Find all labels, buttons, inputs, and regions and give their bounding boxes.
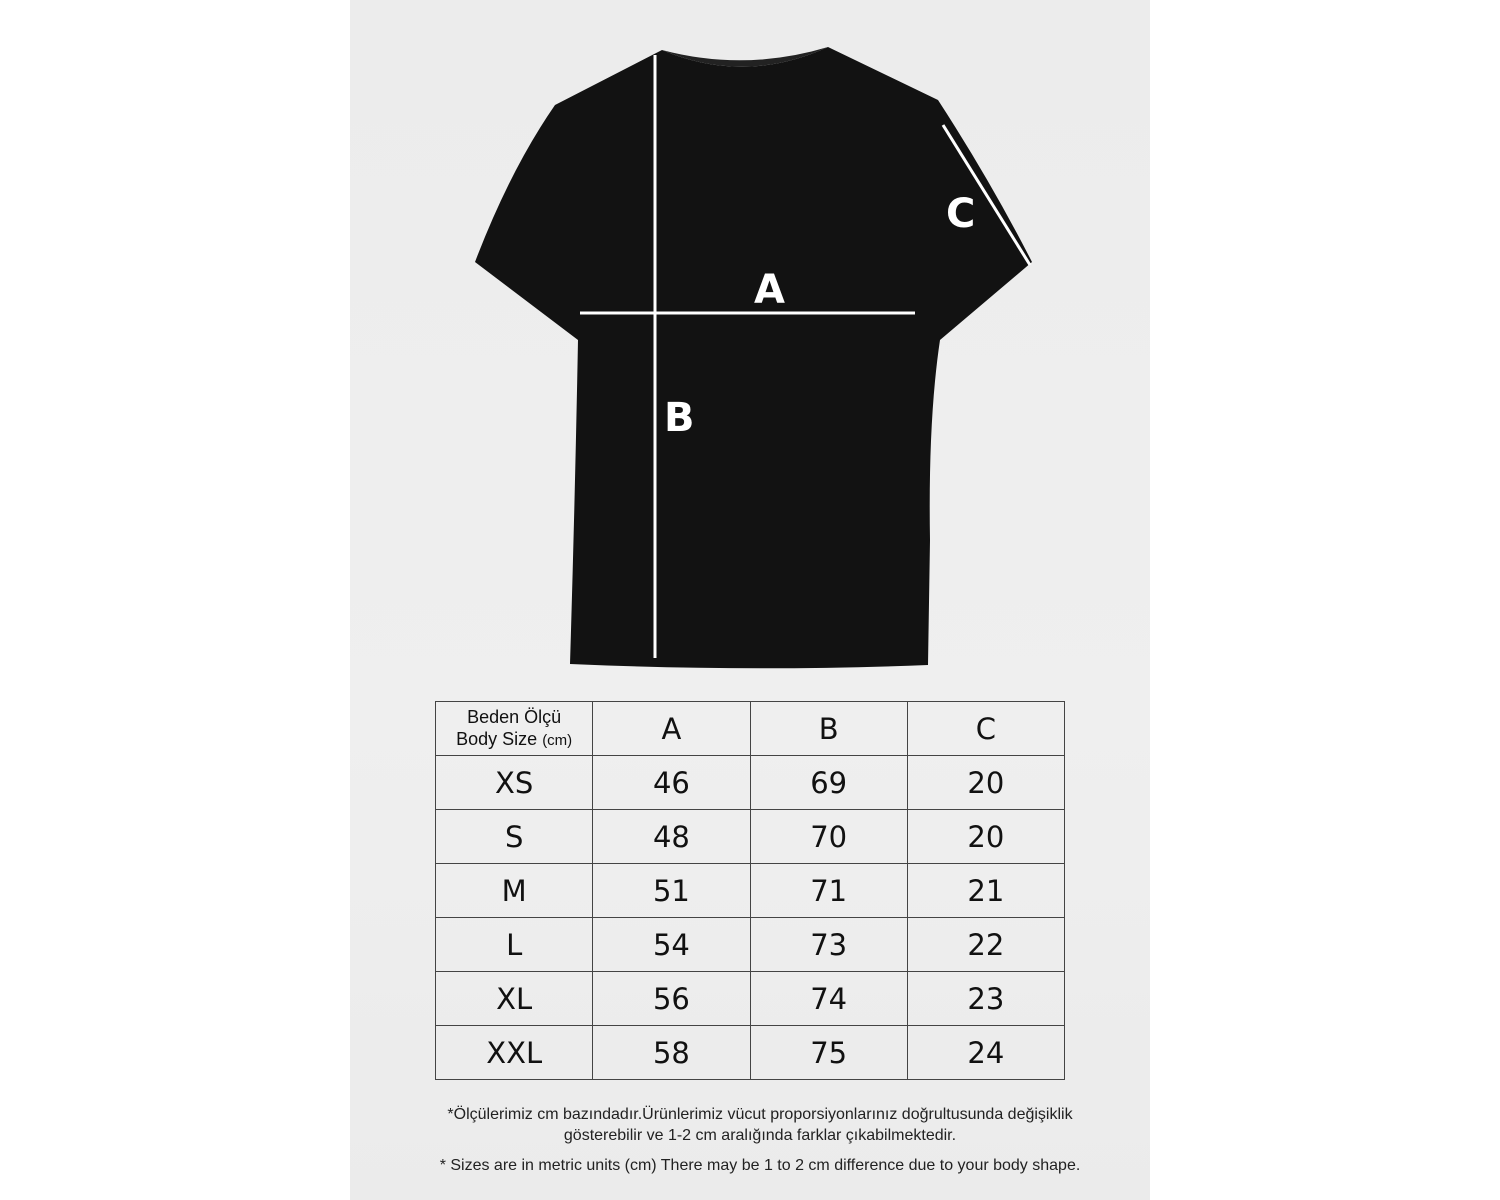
value-cell: 54: [592, 917, 751, 972]
value-cell: 74: [749, 971, 908, 1026]
size-cell: L: [434, 917, 594, 972]
value-cell: 51: [592, 863, 751, 918]
table-header-row: Beden Ölçü Body Size (cm) A B C: [434, 701, 1066, 756]
value-cell: 69: [749, 755, 908, 810]
note-english: * Sizes are in metric units (cm) There m…: [439, 1157, 1081, 1174]
value-cell: 56: [592, 971, 751, 1026]
table-row: M 51 71 21: [434, 863, 1066, 918]
tshirt-shape: [475, 47, 1032, 669]
table-row: L 54 73 22: [434, 917, 1066, 972]
value-cell: 23: [906, 971, 1066, 1026]
header-size: Beden Ölçü Body Size (cm): [434, 701, 594, 756]
table-row: XS 46 69 20: [434, 755, 1066, 810]
value-cell: 73: [749, 917, 908, 972]
value-cell: 71: [749, 863, 908, 918]
value-cell: 22: [906, 917, 1066, 972]
value-cell: 75: [749, 1025, 908, 1080]
size-cell: XL: [434, 971, 594, 1026]
value-cell: 20: [906, 755, 1066, 810]
value-cell: 20: [906, 809, 1066, 864]
header-b: B: [749, 701, 908, 756]
measure-line-c: [941, 124, 1032, 266]
value-cell: 21: [906, 863, 1066, 918]
header-a: A: [592, 701, 751, 756]
size-cell: XXL: [434, 1025, 594, 1080]
label-b: B: [664, 395, 695, 441]
table-row: XL 56 74 23: [434, 971, 1066, 1026]
header-unit: (cm): [542, 731, 573, 749]
header-line-1: Beden Ölçü: [467, 706, 562, 727]
value-cell: 46: [592, 755, 751, 810]
value-cell: 70: [749, 809, 908, 864]
note-turkish: *Ölçülerimiz cm bazındadır.Ürünlerimiz v…: [447, 1106, 1073, 1144]
header-c: C: [906, 701, 1066, 756]
table-row: S 48 70 20: [434, 809, 1066, 864]
header-line-2: Body Size: [456, 728, 538, 749]
tshirt-diagram: A B C: [475, 47, 1032, 669]
label-c: C: [946, 191, 975, 237]
label-a: A: [754, 267, 785, 313]
size-cell: XS: [434, 755, 594, 810]
size-cell: M: [434, 863, 594, 918]
table-row: XXL 58 75 24: [434, 1025, 1066, 1080]
value-cell: 24: [906, 1025, 1066, 1080]
value-cell: 58: [592, 1025, 751, 1080]
size-cell: S: [434, 809, 594, 864]
size-table: Beden Ölçü Body Size (cm) A B C XS 46 69 20…: [434, 701, 1066, 1080]
value-cell: 48: [592, 809, 751, 864]
